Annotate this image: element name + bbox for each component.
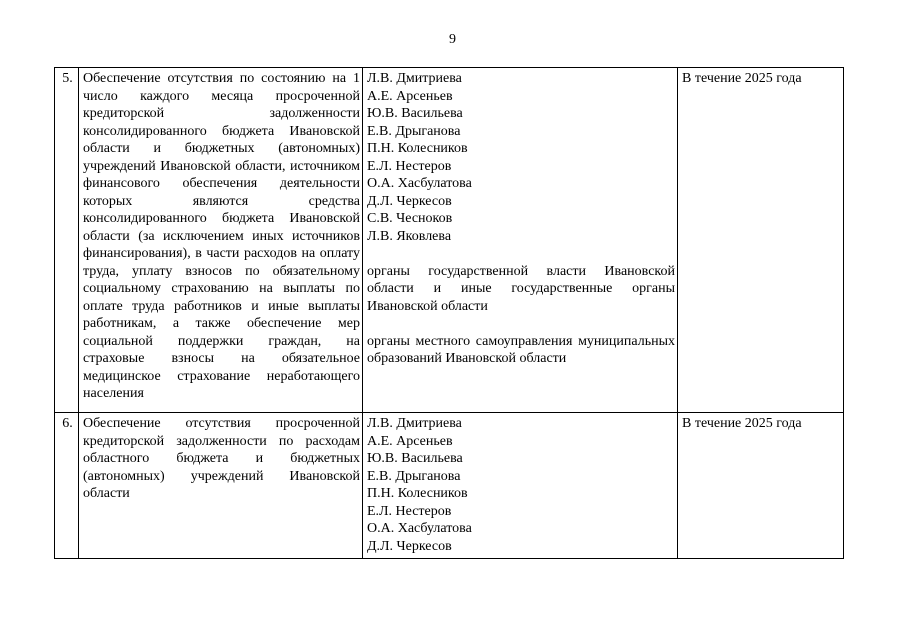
executor-name: Е.Л. Нестеров [367,158,452,174]
table-row: 5. Обеспечение отсутствия по состоянию н… [54,67,844,413]
table-row: 6. Обеспечение отсутствия просроченной к… [54,412,844,559]
deadline-text: В течение 2025 года [682,416,802,431]
action-plan-table: 5. Обеспечение отсутствия по состоянию н… [54,67,844,559]
executor-name: А.Е. Арсеньев [367,88,453,104]
executor-organizations: органы государственной власти Ивановской… [367,263,675,368]
executor-names: Л.В. Дмитриева А.Е. Арсеньев Ю.В. Васильев… [367,415,675,555]
executor-name: С.В. Чесноков [367,211,453,226]
executor-names: Л.В. Дмитриева А.Е. Арсеньев Ю.В. Васильев… [367,70,675,245]
executors-cell: Л.В. Дмитриева А.Е. Арсеньев Ю.В. Васильев… [362,412,678,559]
executor-name: Е.В. Дрыганова [367,123,461,139]
executor-name: А.Е. Арсеньев [367,433,453,449]
task-text: Обеспечение отсутствия просроченной кред… [83,416,360,501]
row-number-cell: 5. [54,67,79,413]
executor-name: О.А. Хасбулатова [367,176,472,191]
executor-name: Л.В. Дмитриева [367,71,462,86]
deadline-text: В течение 2025 года [682,71,802,86]
executor-name: Ю.В. Васильева [367,106,463,121]
task-cell: Обеспечение отсутствия просроченной кред… [78,412,363,559]
page-number: 9 [449,32,456,47]
deadline-cell: В течение 2025 года [677,67,844,413]
executor-name: Д.Л. Черкесов [367,538,452,554]
row-number: 5. [62,71,73,86]
executor-organization: органы местного самоуправления муниципал… [367,333,675,367]
row-number: 6. [62,416,73,431]
task-cell: Обеспечение отсутствия по состоянию на 1… [78,67,363,413]
executor-organization: органы государственной власти Ивановской… [367,263,675,314]
executor-name: Л.В. Дмитриева [367,416,462,431]
executor-name: Д.Л. Черкесов [367,193,452,209]
deadline-cell: В течение 2025 года [677,412,844,559]
task-text: Обеспечение отсутствия по состоянию на 1… [83,71,360,401]
executor-name: Е.Л. Нестеров [367,503,452,519]
executors-cell: Л.В. Дмитриева А.Е. Арсеньев Ю.В. Васильев… [362,67,678,413]
row-number-cell: 6. [54,412,79,559]
executor-name: О.А. Хасбулатова [367,521,472,536]
executor-name: П.Н. Колесников [367,486,468,501]
executor-name: Л.В. Яковлева [367,228,452,244]
executor-name: П.Н. Колесников [367,141,468,156]
table-body: 5. Обеспечение отсутствия по состоянию н… [54,67,844,559]
executor-name: Е.В. Дрыганова [367,468,461,484]
executor-name: Ю.В. Васильева [367,451,463,466]
